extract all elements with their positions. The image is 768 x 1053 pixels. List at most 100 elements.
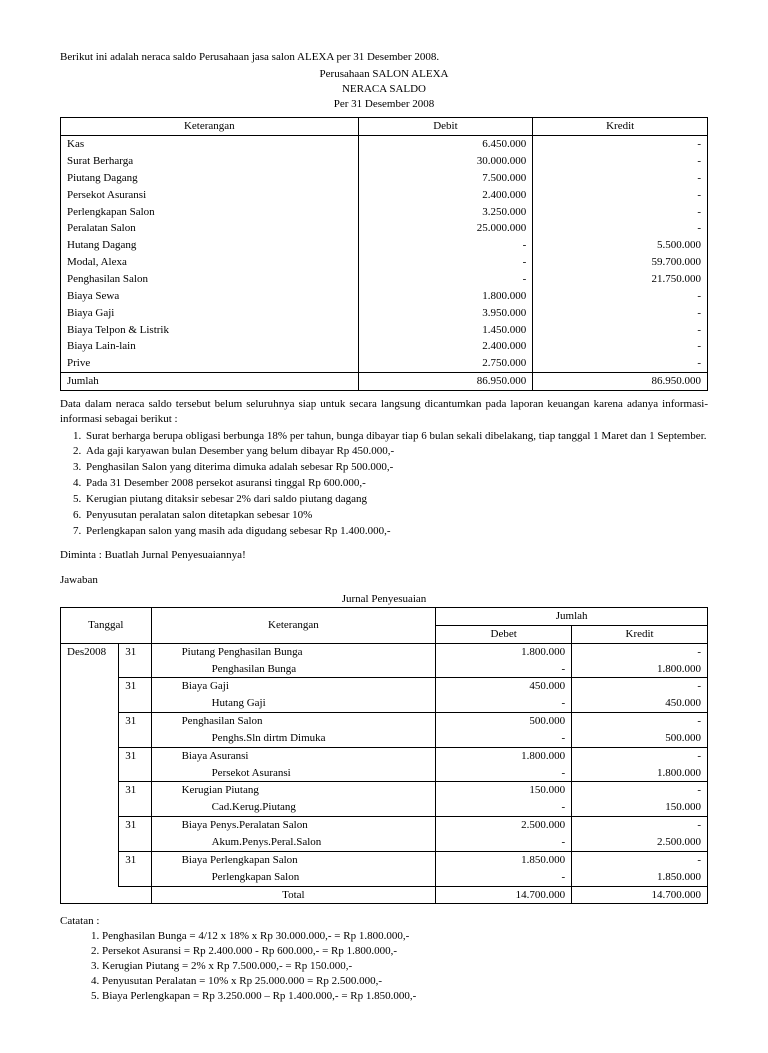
jur-kredit: 450.000 [572, 695, 708, 712]
tb-kredit: - [533, 322, 708, 339]
report-type: NERACA SALDO [60, 82, 708, 97]
tb-kredit: 21.750.000 [533, 271, 708, 288]
jur-debit: 1.850.000 [436, 851, 572, 868]
jur-day: 31 [119, 713, 151, 730]
jur-acct-credit: Perlengkapan Salon [151, 869, 436, 886]
tb-kredit: 5.500.000 [533, 237, 708, 254]
adjusting-journal-table: Tanggal Keterangan Jumlah Debet Kredit D… [60, 607, 708, 904]
tb-debit: - [358, 237, 533, 254]
jur-acct-credit: Penghasilan Bunga [151, 661, 436, 678]
tb-desc: Prive [61, 355, 359, 372]
tb-total-label: Jumlah [61, 373, 359, 391]
info-item: Surat berharga berupa obligasi berbunga … [84, 429, 708, 444]
col-keterangan: Keterangan [61, 118, 359, 136]
tb-desc: Biaya Telpon & Listrik [61, 322, 359, 339]
info-item: Kerugian piutang ditaksir sebesar 2% dar… [84, 492, 708, 507]
jur-day-blank [119, 834, 151, 851]
tb-kredit: - [533, 153, 708, 170]
tb-debit: 2.400.000 [358, 187, 533, 204]
catatan-label: Catatan : [60, 914, 708, 929]
tb-desc: Biaya Gaji [61, 305, 359, 322]
jur-acct-debit: Biaya Penys.Peralatan Salon [151, 817, 436, 834]
jur-acct-credit: Persekot Asuransi [151, 765, 436, 782]
jh-debet: Debet [436, 625, 572, 643]
jur-kredit: 1.850.000 [572, 869, 708, 886]
tb-debit: 1.800.000 [358, 288, 533, 305]
tb-total-debit: 86.950.000 [358, 373, 533, 391]
tb-desc: Persekot Asuransi [61, 187, 359, 204]
intro-text: Berikut ini adalah neraca saldo Perusaha… [60, 50, 708, 65]
tb-debit: 1.450.000 [358, 322, 533, 339]
catatan-item: Kerugian Piutang = 2% x Rp 7.500.000,- =… [102, 959, 708, 974]
jur-acct-debit: Piutang Penghasilan Bunga [151, 643, 436, 660]
tb-kredit: - [533, 355, 708, 372]
jur-debit-blank: - [436, 799, 572, 816]
jur-kredit-blank: - [572, 643, 708, 660]
jh-tanggal: Tanggal [61, 608, 152, 644]
jur-debit-blank: - [436, 695, 572, 712]
tb-kredit: - [533, 220, 708, 237]
tb-kredit: - [533, 170, 708, 187]
tb-debit: - [358, 254, 533, 271]
jur-day-blank [119, 869, 151, 886]
tb-debit: 30.000.000 [358, 153, 533, 170]
jur-kredit-blank: - [572, 713, 708, 730]
jur-day-blank [119, 695, 151, 712]
catatan-item: Penghasilan Bunga = 4/12 x 18% x Rp 30.0… [102, 929, 708, 944]
tb-debit: 6.450.000 [358, 136, 533, 153]
jurnal-title: Jurnal Penyesuaian [60, 592, 708, 607]
tb-desc: Penghasilan Salon [61, 271, 359, 288]
trial-balance-table: Keterangan Debit Kredit Kas6.450.000-Sur… [60, 117, 708, 391]
jur-kredit: 2.500.000 [572, 834, 708, 851]
info-list: Surat berharga berupa obligasi berbunga … [60, 429, 708, 539]
jur-day-blank [119, 661, 151, 678]
tb-debit: 25.000.000 [358, 220, 533, 237]
tb-kredit: - [533, 187, 708, 204]
jawaban-label: Jawaban [60, 573, 708, 588]
jur-debit-blank: - [436, 765, 572, 782]
jur-month: Des2008 [61, 643, 119, 886]
tb-debit: 2.400.000 [358, 338, 533, 355]
jur-day: 31 [119, 747, 151, 764]
jur-debit: 1.800.000 [436, 747, 572, 764]
tb-desc: Biaya Sewa [61, 288, 359, 305]
col-kredit: Kredit [533, 118, 708, 136]
tb-desc: Kas [61, 136, 359, 153]
jur-day: 31 [119, 782, 151, 799]
jur-acct-credit: Akum.Penys.Peral.Salon [151, 834, 436, 851]
tb-kredit: - [533, 288, 708, 305]
jur-kredit: 150.000 [572, 799, 708, 816]
jur-kredit: 1.800.000 [572, 661, 708, 678]
info-item: Penghasilan Salon yang diterima dimuka a… [84, 460, 708, 475]
jur-day: 31 [119, 678, 151, 695]
jur-acct-debit: Penghasilan Salon [151, 713, 436, 730]
jur-kredit-blank: - [572, 747, 708, 764]
jur-day: 31 [119, 851, 151, 868]
jur-debit: 150.000 [436, 782, 572, 799]
jh-keterangan: Keterangan [151, 608, 436, 644]
jur-day: 31 [119, 817, 151, 834]
tb-debit: 7.500.000 [358, 170, 533, 187]
tb-desc: Surat Berharga [61, 153, 359, 170]
jur-kredit: 1.800.000 [572, 765, 708, 782]
jur-kredit-blank: - [572, 851, 708, 868]
info-item: Perlengkapan salon yang masih ada diguda… [84, 524, 708, 539]
tb-kredit: - [533, 338, 708, 355]
tb-debit: 3.950.000 [358, 305, 533, 322]
tb-debit: 3.250.000 [358, 204, 533, 221]
catatan-list: Penghasilan Bunga = 4/12 x 18% x Rp 30.0… [60, 929, 708, 1003]
catatan-item: Penyusutan Peralatan = 10% x Rp 25.000.0… [102, 974, 708, 989]
catatan-item: Persekot Asuransi = Rp 2.400.000 - Rp 60… [102, 944, 708, 959]
jur-acct-debit: Biaya Gaji [151, 678, 436, 695]
report-date: Per 31 Desember 2008 [60, 97, 708, 112]
jur-debit: 1.800.000 [436, 643, 572, 660]
tb-kredit: - [533, 136, 708, 153]
tb-total-kredit: 86.950.000 [533, 373, 708, 391]
jh-jumlah: Jumlah [436, 608, 708, 626]
jur-debit-blank: - [436, 834, 572, 851]
jur-total-debit: 14.700.000 [436, 886, 572, 904]
tb-kredit: - [533, 305, 708, 322]
jur-debit-blank: - [436, 869, 572, 886]
jur-acct-credit: Cad.Kerug.Piutang [151, 799, 436, 816]
jur-acct-debit: Biaya Asuransi [151, 747, 436, 764]
